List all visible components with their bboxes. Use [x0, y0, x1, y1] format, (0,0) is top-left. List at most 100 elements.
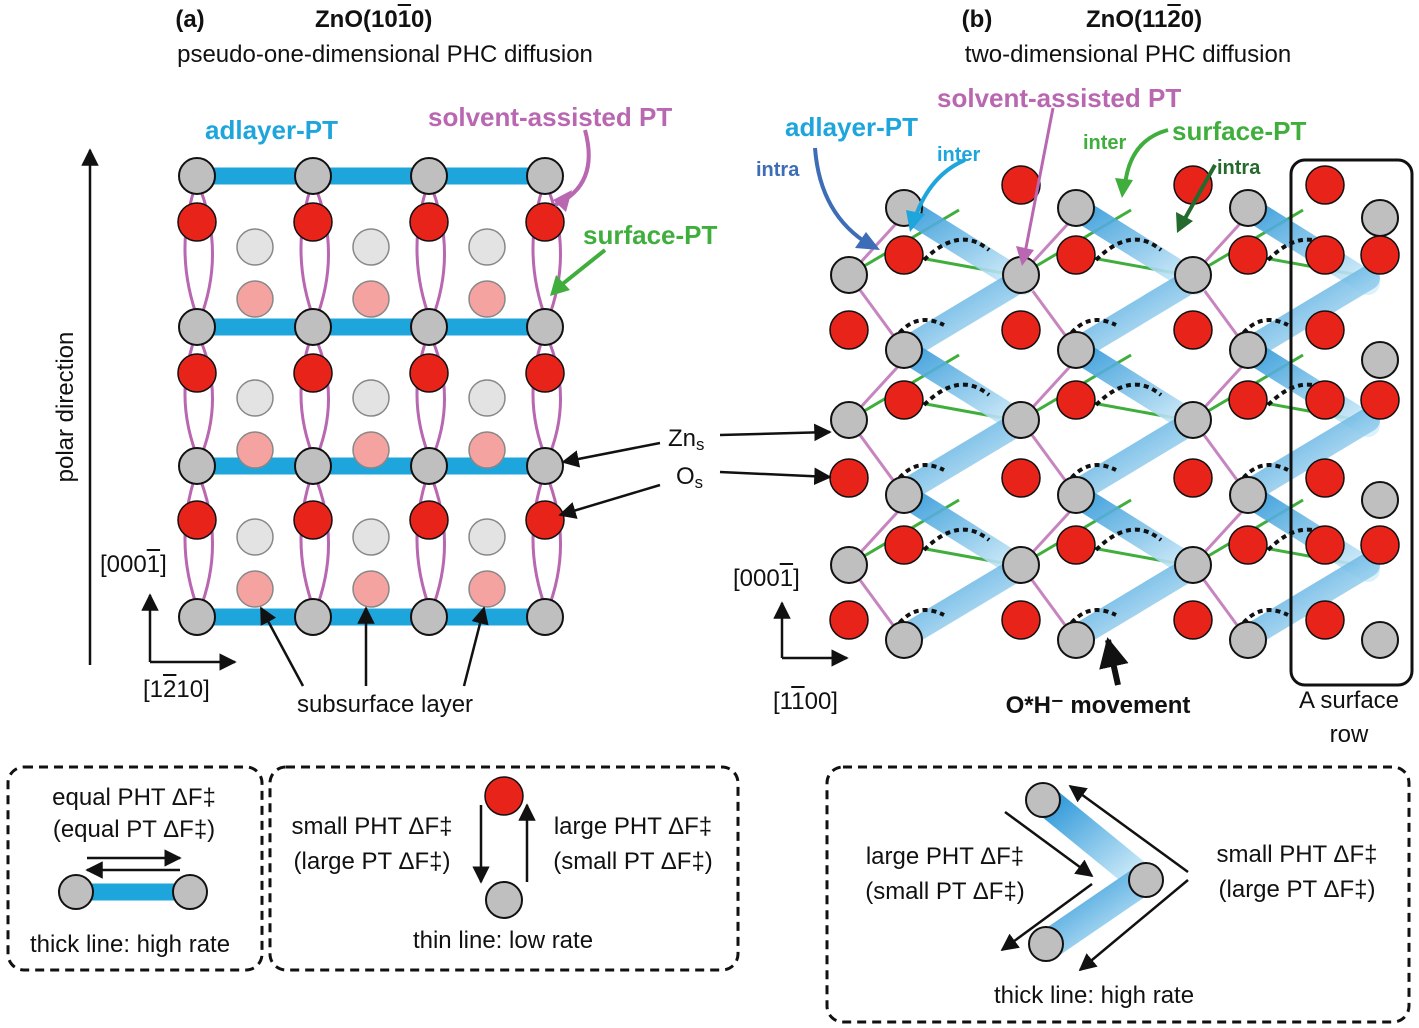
o-atom [1056, 235, 1096, 275]
surface-pt-label-b: surface-PT [1172, 116, 1307, 146]
oh-movement-arc [892, 463, 945, 487]
oh-movement-arc [892, 608, 945, 632]
adlayer-pt-diagonal [1236, 408, 1380, 504]
oh-movement-arc [1236, 463, 1289, 487]
oh-movement-arc [1236, 318, 1289, 342]
zn-atom [1361, 481, 1399, 519]
solvent-pt-arc [415, 180, 433, 323]
annotation-arrows [81, 107, 1217, 687]
legend-1-line2: (equal PT ΔF‡) [52, 816, 216, 843]
oh-movement-arcs [892, 237, 1335, 632]
o-atom [525, 500, 565, 540]
intra-green-label: intra [1217, 157, 1261, 179]
o-atom [829, 310, 869, 350]
o-atom [525, 202, 565, 242]
adlayer-pt-diagonal [892, 408, 1036, 504]
solvent-pt-arc [415, 470, 433, 613]
oh-movement-arc [922, 527, 991, 552]
zn-atom [885, 476, 923, 514]
subsurface-arrow-1 [259, 606, 305, 687]
panel-b-label: (b) [961, 6, 993, 33]
panel-a-subtitle: pseudo-one-dimensional PHC diffusion [177, 41, 593, 68]
adlayer-pt-label-a: adlayer-PT [205, 115, 338, 145]
inter-blue-label: inter [937, 144, 981, 166]
oh-movement-arc [922, 382, 991, 407]
oh-movement-label: O*H⁻ movement [1005, 692, 1191, 719]
o-atom [1228, 525, 1268, 565]
surface-row-box [1289, 158, 1414, 687]
zn-atom [830, 256, 868, 294]
subsurface-zn-atom [236, 228, 274, 266]
zn-atom [1229, 331, 1267, 369]
subsurface-arrow-3 [462, 606, 489, 687]
axis-up-label-b: [0001] [733, 565, 800, 592]
surface-atoms [177, 157, 565, 636]
solvent-pt-arc [299, 470, 317, 613]
zn-atom [1057, 621, 1095, 659]
o-surface-label: Os [676, 463, 704, 492]
oh-movement-arc [1236, 608, 1289, 632]
o-atom [293, 500, 333, 540]
o-atom [829, 600, 869, 640]
o-atom [1305, 235, 1345, 275]
o-atom [1305, 165, 1345, 205]
o-atom [1173, 310, 1213, 350]
subsurface-zn-atom [468, 518, 506, 556]
subsurface-zn-atom [352, 228, 390, 266]
o-atom [409, 353, 449, 393]
zn-surface-label: Zns [668, 425, 705, 454]
legend-3-left2: (small PT ΔF‡) [865, 878, 1025, 905]
oh-movement-arc [1094, 382, 1163, 407]
legend-2-left2: (large PT ΔF‡) [293, 848, 451, 875]
adlayer-pt-diagonal [1236, 553, 1380, 649]
inter-blue-arrow [913, 158, 966, 219]
oh-movement-arc [1094, 237, 1163, 262]
intra-green-arrow [1181, 164, 1217, 223]
legend-2-caption: thin line: low rate [412, 927, 594, 954]
o-atom [1001, 165, 1041, 205]
axis-right-label-a: [1210] [143, 676, 210, 703]
o-atom [1305, 380, 1345, 420]
adlayer-pt-diagonal [1236, 338, 1380, 437]
intra-blue-arrow [813, 147, 872, 247]
solvent-pt-arc [415, 331, 433, 462]
o-atom [1228, 235, 1268, 275]
legend-3-right2: (large PT ΔF‡) [1218, 876, 1376, 903]
o-atom [1056, 380, 1096, 420]
solvent-pt-arc [531, 470, 549, 613]
zn-atom [1361, 621, 1399, 659]
legend-2-right1: large PHT ΔF‡ [553, 813, 713, 840]
zn-atom [410, 598, 448, 636]
oh-movement-arc [1064, 318, 1117, 342]
subsurface-zn-atom [236, 379, 274, 417]
subsurface-zn-atom [468, 379, 506, 417]
subsurface-o-atom [352, 280, 390, 318]
zn-atom [410, 157, 448, 195]
oh-movement-arc [1094, 527, 1163, 552]
zn-atom [526, 598, 564, 636]
oh-movement-arc [892, 318, 945, 342]
panel-b-subtitle: two-dimensional PHC diffusion [964, 41, 1292, 68]
o-atom [1360, 235, 1400, 275]
zn-atom [1229, 476, 1267, 514]
solvent-pt-label-b: solvent-assisted PT [937, 83, 1182, 113]
legend-boxes [6, 765, 1411, 1024]
subsurface-o-atom [352, 570, 390, 608]
legend-2-right2: (small PT ΔF‡) [553, 848, 713, 875]
zn-atom [526, 447, 564, 485]
o-atom [1305, 600, 1345, 640]
solvent-pt-arc [531, 180, 549, 323]
zn-atom [178, 598, 216, 636]
solvent-pt-arrow-b [1023, 107, 1055, 254]
zn-atom [1057, 476, 1095, 514]
panel-b-title: ZnO(1120) [1086, 6, 1203, 33]
zn-atom [830, 546, 868, 584]
o-atom [1360, 525, 1400, 565]
subsurface-o-atom [352, 431, 390, 469]
zn-atom [294, 157, 332, 195]
o-atom [829, 458, 869, 498]
solvent-pt-label-a: solvent-assisted PT [428, 102, 673, 132]
o-atom [293, 202, 333, 242]
o-atom [177, 500, 217, 540]
subsurface-o-atom [468, 570, 506, 608]
